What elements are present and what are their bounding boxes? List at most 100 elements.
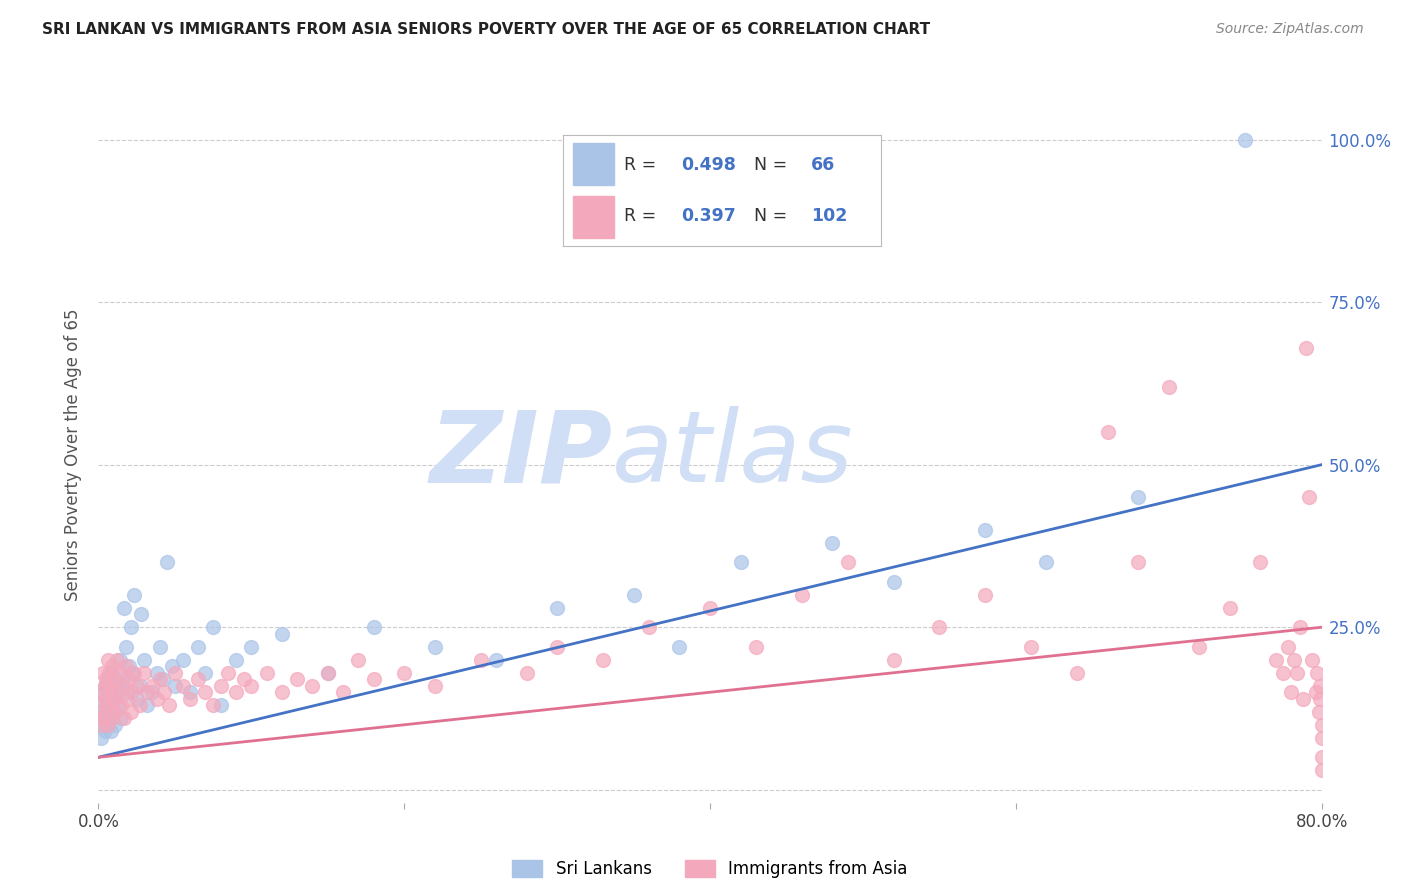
Point [623,588,645,602]
Point [202,620,225,634]
Point [134,653,156,667]
Point [974,588,997,602]
Point [120,705,142,719]
Point [1128,555,1150,569]
Point [1249,555,1271,569]
Point [104,718,127,732]
Point [1301,653,1323,667]
Point [1310,718,1333,732]
Point [91,711,114,725]
Point [156,555,179,569]
Point [1272,665,1295,680]
Point [209,679,232,693]
Point [115,640,138,654]
Point [110,711,132,725]
Point [149,672,172,686]
Point [118,672,141,686]
Point [301,679,323,693]
Point [103,691,125,706]
Point [516,665,538,680]
Point [89,705,111,719]
Point [125,691,148,706]
Point [270,626,292,640]
Point [423,640,446,654]
Point [285,672,308,686]
Point [1219,600,1241,615]
Point [1289,620,1312,634]
Point [98,698,121,713]
Text: N =: N = [754,207,793,225]
Point [1264,653,1286,667]
Text: atlas: atlas [612,407,853,503]
Point [179,685,201,699]
Point [240,640,263,654]
Point [1035,555,1057,569]
Point [1292,691,1315,706]
Point [546,640,568,654]
Point [217,665,239,680]
Point [111,672,134,686]
Point [1128,490,1150,504]
Point [1298,490,1320,504]
Point [1310,731,1333,745]
Point [94,705,117,719]
Point [110,698,132,713]
Point [699,600,721,615]
Point [97,672,120,686]
Point [100,679,122,693]
Text: 0.498: 0.498 [681,156,735,174]
Point [1295,341,1317,355]
Text: 0.397: 0.397 [681,207,735,225]
Point [470,653,492,667]
Point [883,574,905,589]
Text: 102: 102 [811,207,848,225]
Point [637,620,661,634]
Point [145,691,167,706]
Point [157,698,180,713]
Bar [572,196,614,238]
Point [546,600,568,615]
Point [172,653,194,667]
Point [1310,764,1333,778]
Point [97,653,120,667]
Point [105,679,128,693]
Point [100,698,122,713]
Point [1309,691,1331,706]
Point [122,665,145,680]
Point [202,698,225,713]
Y-axis label: Seniors Poverty Over the Age of 65: Seniors Poverty Over the Age of 65 [65,309,83,601]
Point [745,640,768,654]
Point [90,718,112,732]
Legend: Sri Lankans, Immigrants from Asia: Sri Lankans, Immigrants from Asia [506,854,914,885]
Point [1306,665,1329,680]
Point [136,698,159,713]
Point [153,685,176,699]
Point [363,672,385,686]
Point [117,685,139,699]
Point [145,665,167,680]
Point [1282,653,1305,667]
Point [423,679,446,693]
Point [172,679,194,693]
Point [111,679,134,693]
Point [89,718,111,732]
Point [837,555,859,569]
Point [94,698,117,713]
Point [1157,379,1180,393]
Text: 66: 66 [811,156,835,174]
Point [232,672,254,686]
Point [128,679,150,693]
Point [90,685,112,699]
Point [91,665,114,680]
Point [90,698,112,713]
Point [1310,750,1333,764]
Point [974,523,997,537]
Point [98,685,121,699]
Point [1188,640,1211,654]
Point [117,691,139,706]
Text: R =: R = [624,207,661,225]
Point [1097,425,1119,439]
Point [94,691,117,706]
Point [1279,685,1302,699]
Point [91,685,114,699]
